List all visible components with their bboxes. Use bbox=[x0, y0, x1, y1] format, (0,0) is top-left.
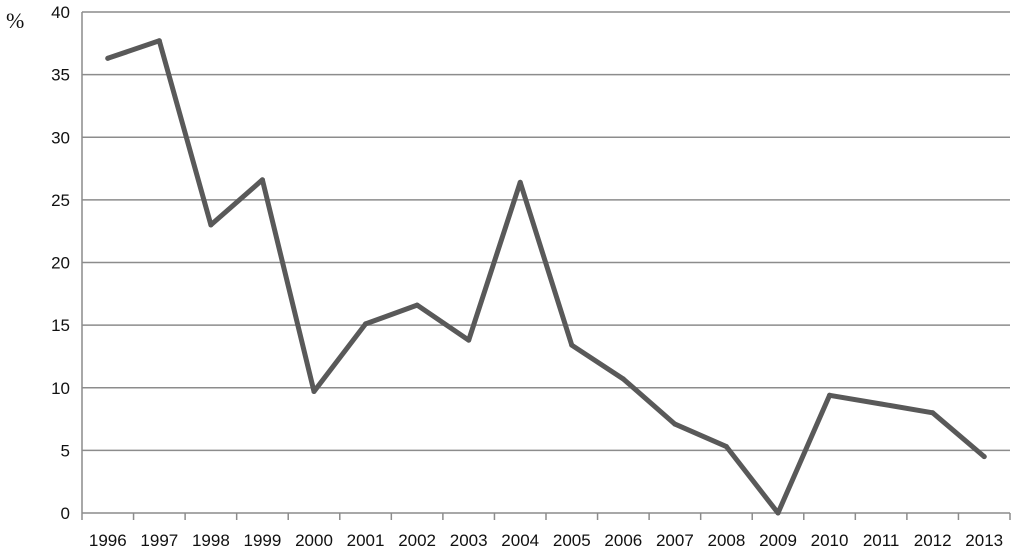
x-tick-label: 2004 bbox=[501, 531, 539, 550]
series-line bbox=[105, 38, 987, 516]
x-tick-label: 2013 bbox=[965, 531, 1003, 550]
data-point bbox=[311, 389, 317, 395]
data-point bbox=[259, 177, 265, 183]
y-tick-label: 20 bbox=[51, 254, 70, 273]
x-tick-label: 2003 bbox=[450, 531, 488, 550]
data-point bbox=[672, 421, 678, 427]
data-point bbox=[466, 337, 472, 343]
x-tick-label: 2006 bbox=[604, 531, 642, 550]
y-tick-label: 40 bbox=[51, 3, 70, 22]
x-tick-label: 2011 bbox=[863, 531, 900, 550]
x-tick-label: 1996 bbox=[89, 531, 127, 550]
x-tick-label: 2002 bbox=[398, 531, 436, 550]
y-tick-label: 10 bbox=[51, 379, 70, 398]
x-tick-label: 1999 bbox=[244, 531, 282, 550]
x-tick-label: 2007 bbox=[656, 531, 694, 550]
data-point bbox=[620, 376, 626, 382]
x-tick-labels: 1996 1997 1998 1999 2000 2001 2002 2003 2004 2005… bbox=[89, 531, 1003, 550]
y-tick-label: 30 bbox=[51, 128, 70, 147]
y-tick-label: 15 bbox=[51, 316, 70, 335]
data-point bbox=[827, 392, 833, 398]
y-tick-label: 35 bbox=[51, 66, 70, 85]
y-tick-label: 5 bbox=[61, 441, 70, 460]
gridlines bbox=[82, 11, 1010, 452]
x-tick-label: 2005 bbox=[553, 531, 591, 550]
x-tick-label: 2012 bbox=[914, 531, 952, 550]
data-point bbox=[878, 401, 884, 407]
x-tick-label: 1997 bbox=[140, 531, 178, 550]
x-tick-label: 2000 bbox=[295, 531, 333, 550]
axes bbox=[81, 12, 1011, 520]
data-point bbox=[414, 302, 420, 308]
x-tick-label: 2009 bbox=[759, 531, 797, 550]
data-point bbox=[981, 454, 987, 460]
y-tick-label: 0 bbox=[61, 504, 70, 523]
data-point bbox=[930, 410, 936, 416]
x-tick-label: 2010 bbox=[811, 531, 849, 550]
x-tick-label: 1998 bbox=[192, 531, 230, 550]
data-point bbox=[775, 510, 781, 516]
x-tick-label: 2001 bbox=[347, 531, 385, 550]
data-point bbox=[363, 321, 369, 327]
data-point bbox=[517, 179, 523, 185]
series bbox=[105, 38, 987, 516]
y-unit-label: % bbox=[6, 8, 24, 33]
data-point bbox=[105, 55, 111, 61]
x-tick-label: 2008 bbox=[708, 531, 746, 550]
data-point bbox=[156, 38, 162, 44]
data-point bbox=[208, 222, 214, 228]
y-tick-label: 25 bbox=[51, 191, 70, 210]
data-point bbox=[723, 444, 729, 450]
data-point bbox=[569, 342, 575, 348]
y-tick-labels: 0 5 10 15 20 25 30 35 40 bbox=[51, 3, 70, 523]
